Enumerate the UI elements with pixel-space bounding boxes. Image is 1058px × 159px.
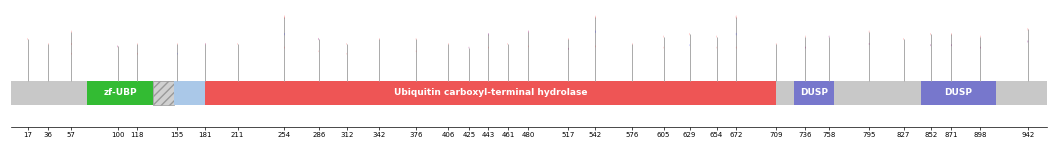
- Bar: [11, 81, 1047, 105]
- Bar: [795, 81, 835, 105]
- Text: DUSP: DUSP: [944, 88, 972, 97]
- Text: DUSP: DUSP: [801, 88, 828, 97]
- Bar: [88, 81, 153, 105]
- Bar: [920, 81, 996, 105]
- Text: Ubiquitin carboxyl-terminal hydrolase: Ubiquitin carboxyl-terminal hydrolase: [394, 88, 587, 97]
- Text: zf-UBP: zf-UBP: [104, 88, 138, 97]
- Bar: [205, 81, 777, 105]
- Bar: [153, 81, 174, 105]
- Bar: [174, 81, 205, 105]
